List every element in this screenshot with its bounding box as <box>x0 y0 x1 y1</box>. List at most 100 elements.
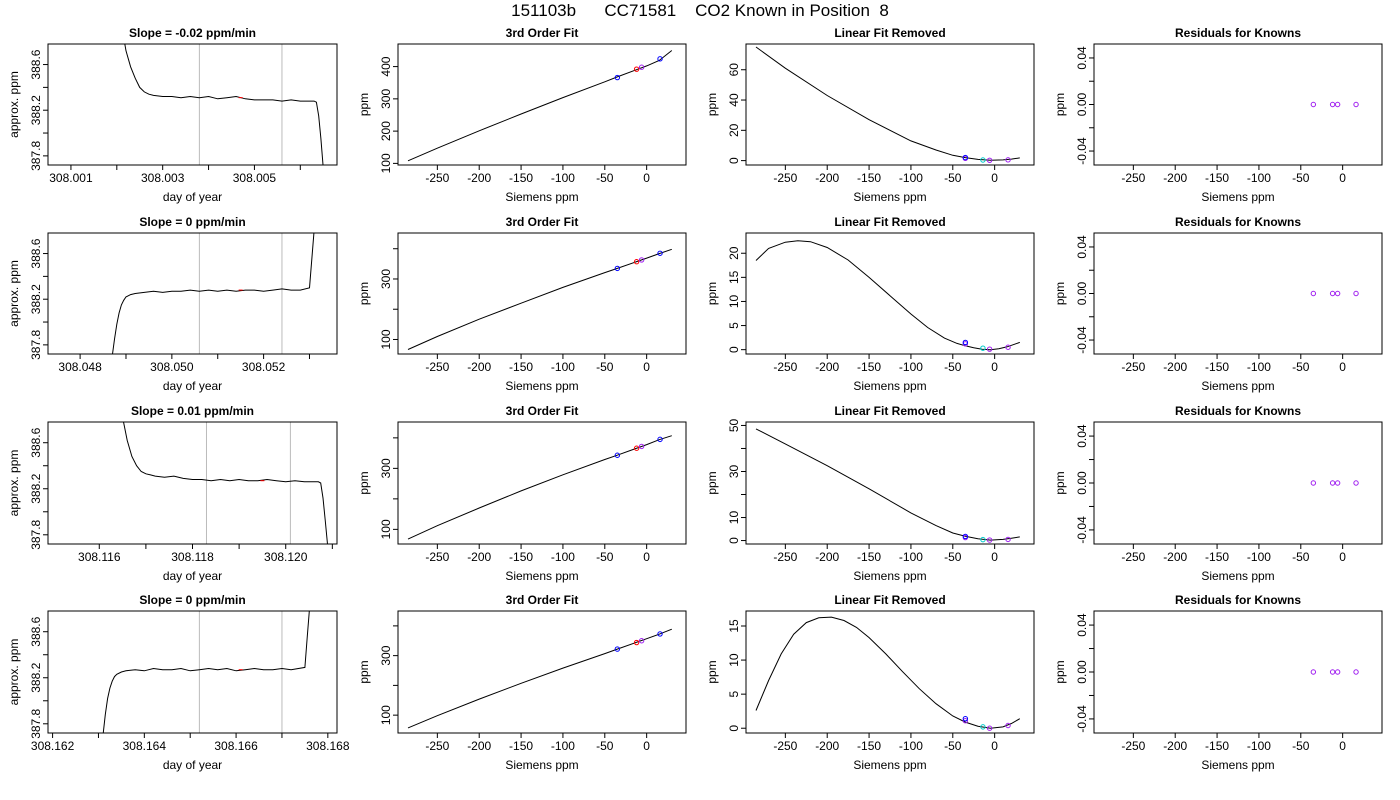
x-tick-label: -50 <box>1292 739 1310 753</box>
x-tick-label: -150 <box>857 360 881 374</box>
x-tick-label: -250 <box>1121 550 1145 564</box>
y-axis-label: ppm <box>705 660 719 683</box>
x-tick-label: -250 <box>1121 739 1145 753</box>
plot-frame <box>47 421 338 545</box>
plot-frame <box>1093 610 1383 734</box>
data-point <box>1005 157 1011 163</box>
y-tick-label: 10 <box>727 511 741 525</box>
panel-title: Linear Fit Removed <box>834 215 945 229</box>
x-tick-label: -100 <box>551 360 575 374</box>
x-tick-label: -250 <box>773 171 797 185</box>
x-tick-label: -100 <box>899 739 923 753</box>
panel-title: Residuals for Knowns <box>1175 215 1301 229</box>
data-point <box>1334 669 1341 675</box>
series-line <box>407 50 673 162</box>
x-axis-label: Siemens ppm <box>853 379 926 393</box>
y-tick-label: 0.04 <box>1075 613 1089 637</box>
x-tick-label: -200 <box>815 550 839 564</box>
panel-resid-4: -250 -200 -150 -100 -50 0 -0.04 0.00 0.04 Residua… <box>1053 593 1383 772</box>
x-tick-label: 308.001 <box>49 171 93 185</box>
x-tick-label: -250 <box>425 550 449 564</box>
y-tick-label: 20 <box>727 123 741 137</box>
x-axis-label: day of year <box>163 758 222 772</box>
data-point <box>1329 290 1336 297</box>
x-tick-label: -250 <box>425 360 449 374</box>
panel-fit-2: -250 -200 -150 -100 -50 0 100 300 3rd Order Fit S… <box>357 215 687 393</box>
x-axis-label: Siemens ppm <box>1201 190 1274 204</box>
y-tick-label: 388.2 <box>29 662 43 692</box>
data-point <box>657 250 663 256</box>
y-axis-label: ppm <box>357 660 371 683</box>
x-tick-label: 308.118 <box>171 550 214 564</box>
series-line <box>407 435 672 540</box>
x-tick-label: -250 <box>425 171 449 185</box>
plot-frame <box>745 421 1035 545</box>
x-axis-label: Siemens ppm <box>505 569 578 583</box>
x-tick-label: -200 <box>467 171 491 185</box>
y-axis-label: ppm <box>357 471 371 494</box>
y-tick-label: 5 <box>727 322 741 329</box>
panel-linear-2: -250 -200 -150 -100 -50 0 0 5 10 15 20 Linear Fit R… <box>705 215 1035 393</box>
x-tick-label: 0 <box>991 171 998 185</box>
x-axis-label: day of year <box>163 569 222 583</box>
x-tick-label: -250 <box>773 739 797 753</box>
y-tick-label: 15 <box>727 270 741 284</box>
x-tick-label: 0 <box>991 739 998 753</box>
series-line <box>407 628 672 729</box>
y-tick-label: 200 <box>379 121 393 141</box>
x-tick-label: -100 <box>899 360 923 374</box>
panel-fit-4: -250 -200 -150 -100 -50 0 100 300 3rd Order Fit S… <box>357 593 687 772</box>
y-tick-label: 388.2 <box>29 284 43 314</box>
data-point <box>638 257 645 263</box>
figure-title: 151103b CC71581 CO2 Known in Position 8 <box>511 1 889 20</box>
data-point <box>986 725 993 731</box>
data-point <box>657 436 663 443</box>
x-tick-label: 0 <box>1339 739 1346 753</box>
x-tick-label: -50 <box>596 550 614 564</box>
panel-title: 3rd Order Fit <box>506 593 579 607</box>
y-tick-label: 0.00 <box>1075 471 1089 495</box>
panel-time-2: 308.048 308.050 308.052 387.8 388.2 388.6 Slop… <box>7 215 338 393</box>
data-point <box>1310 290 1317 297</box>
data-point <box>980 157 986 163</box>
series-line <box>102 611 310 733</box>
data-point <box>1334 290 1341 297</box>
y-tick-label: 300 <box>379 89 393 109</box>
y-tick-label: 400 <box>379 56 393 76</box>
data-point <box>962 339 969 346</box>
data-point <box>980 345 986 351</box>
panel-title: 3rd Order Fit <box>506 215 579 229</box>
panel-resid-2: -250 -200 -150 -100 -50 0 -0.04 0.00 0.04 Residua… <box>1053 215 1383 393</box>
x-tick-label: -150 <box>1205 171 1229 185</box>
x-tick-label: 308.120 <box>264 550 308 564</box>
plot-frame <box>1093 421 1383 545</box>
x-tick-label: -100 <box>1247 550 1271 564</box>
data-point <box>962 718 969 724</box>
x-axis-label: Siemens ppm <box>853 190 926 204</box>
x-tick-label: -100 <box>1247 171 1271 185</box>
y-axis-label: ppm <box>357 282 371 305</box>
y-axis-label: ppm <box>1053 282 1067 305</box>
x-tick-label: -150 <box>857 171 881 185</box>
x-tick-label: 308.166 <box>214 739 258 753</box>
y-tick-label: 15 <box>727 619 741 633</box>
panel-title: Slope = 0 ppm/min <box>139 215 245 229</box>
x-tick-label: -150 <box>857 739 881 753</box>
y-axis-label: ppm <box>1053 93 1067 116</box>
data-point <box>1329 480 1336 486</box>
x-tick-label: -50 <box>596 360 614 374</box>
panel-time-3: 308.116 308.118 308.120 387.8 388.2 388.6 Slop… <box>7 404 338 583</box>
x-axis-label: day of year <box>163 379 222 393</box>
x-tick-label: -100 <box>1247 360 1271 374</box>
y-tick-label: 0 <box>727 537 741 544</box>
x-tick-label: 0 <box>991 550 998 564</box>
x-tick-label: -50 <box>944 171 962 185</box>
x-tick-label: -200 <box>815 360 839 374</box>
x-tick-label: -50 <box>1292 550 1310 564</box>
panel-resid-1: -250 -200 -150 -100 -50 0 -0.04 0.00 0.04 Residua… <box>1053 26 1383 204</box>
y-tick-label: 300 <box>379 458 393 478</box>
x-tick-label: -50 <box>596 171 614 185</box>
y-tick-label: -0.04 <box>1075 705 1089 733</box>
panel-fit-1: -250 -200 -150 -100 -50 0 100 200 300 400 3rd Orde… <box>357 26 687 204</box>
y-tick-label: 0 <box>727 725 741 732</box>
